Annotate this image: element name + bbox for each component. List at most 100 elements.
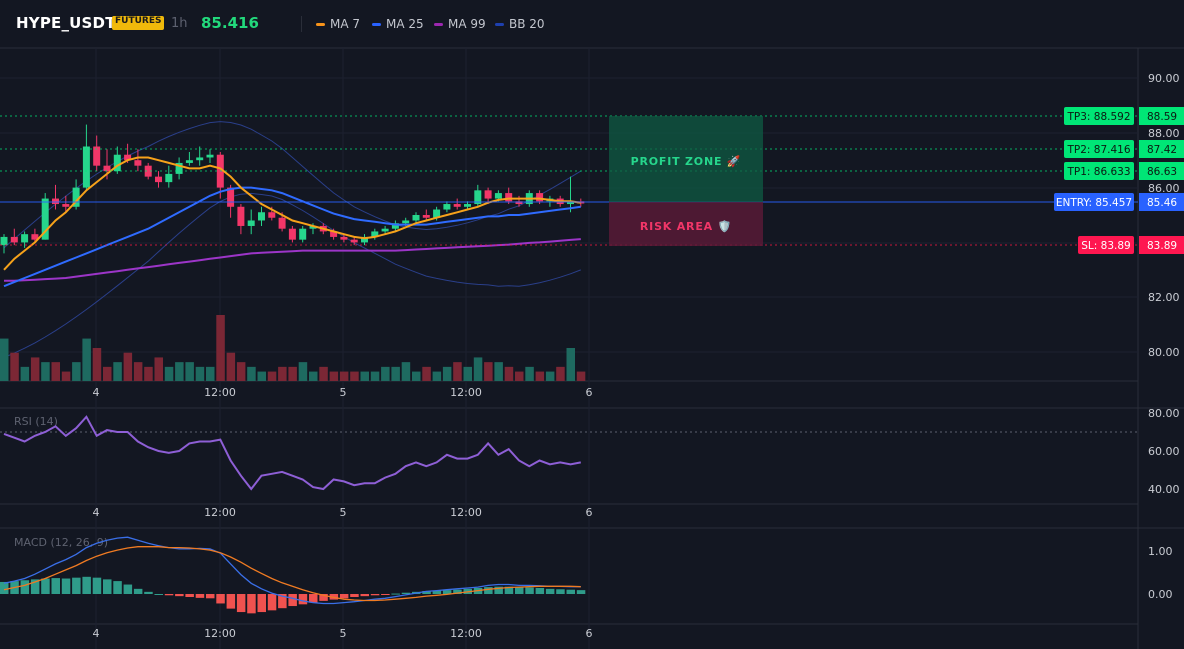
macd-histogram-bar xyxy=(41,578,50,594)
level-tag-label: TP2: 87.416 xyxy=(1066,144,1130,156)
macd-histogram-bar xyxy=(113,581,122,594)
price-tag-value: 87.42 xyxy=(1147,144,1177,156)
macd-histogram-bar xyxy=(453,589,462,594)
volume-bar xyxy=(391,366,400,381)
level-tag-label: ENTRY: 85.457 xyxy=(1056,197,1132,209)
macd-histogram-bar xyxy=(51,578,60,594)
macd-histogram-bar xyxy=(175,594,184,597)
macd-histogram-bar xyxy=(236,594,246,613)
candle-body xyxy=(464,204,471,207)
time-tick-label: 4 xyxy=(93,386,100,399)
volume-bar xyxy=(10,352,19,381)
macd-title: MACD (12, 26, 9) xyxy=(14,536,108,549)
symbol-name[interactable]: HYPE_USDT xyxy=(16,14,116,32)
time-tick-label: 4 xyxy=(93,506,100,519)
candle-body xyxy=(144,165,152,177)
candle-body xyxy=(82,146,90,188)
time-tick-label: 12:00 xyxy=(204,386,236,399)
macd-histogram-bar xyxy=(195,594,205,598)
candle-body xyxy=(185,160,193,163)
macd-histogram-bar xyxy=(432,590,442,594)
rsi-tick-label: 60.00 xyxy=(1148,445,1180,458)
volume-bar xyxy=(51,362,60,381)
price-tag-box xyxy=(1139,236,1184,254)
time-tick-label: 12:00 xyxy=(450,506,482,519)
candle-body xyxy=(299,228,307,240)
volume-bar xyxy=(92,348,102,381)
volume-bar xyxy=(133,362,143,381)
volume-bar xyxy=(236,362,246,381)
candle-body xyxy=(52,198,59,205)
macd-histogram-bar xyxy=(247,594,256,614)
chart-header: HYPE_USDT FUTURES 1h 85.416 MA 7 MA 25 M… xyxy=(0,0,1184,48)
rsi-line xyxy=(3,415,581,491)
macd-histogram-bar xyxy=(144,591,153,594)
price-tag-value: 85.46 xyxy=(1147,197,1177,209)
candle-body xyxy=(21,234,29,243)
volume-bar xyxy=(494,362,503,381)
legend-ma7[interactable]: MA 7 xyxy=(316,16,360,32)
price-tag-value: 86.63 xyxy=(1147,166,1177,178)
volume-bar xyxy=(576,371,586,381)
volume-bar xyxy=(329,371,339,381)
volume-bar xyxy=(484,362,493,381)
volume-bar xyxy=(41,362,50,381)
macd-tick-label: 1.00 xyxy=(1148,545,1173,558)
candle-body xyxy=(288,228,296,240)
candle-body xyxy=(494,193,502,199)
candle-body xyxy=(391,223,399,229)
candle-body xyxy=(412,215,420,221)
macd-histogram-bar xyxy=(442,590,452,594)
volume-bar xyxy=(20,366,30,381)
volume-bar xyxy=(82,338,91,381)
macd-histogram-bar xyxy=(370,594,380,596)
legend-bb20[interactable]: BB 20 xyxy=(495,16,545,32)
candle-body xyxy=(474,190,482,205)
macd-histogram-bar xyxy=(278,594,287,609)
legend-swatch-icon xyxy=(495,22,504,26)
candle-body xyxy=(0,236,8,246)
level-tag-box xyxy=(1064,140,1134,158)
macd-histogram-bar xyxy=(61,578,71,594)
macd-histogram-bar xyxy=(576,590,586,594)
bb-lower-line xyxy=(3,192,581,358)
macd-histogram-bar xyxy=(504,586,514,594)
candle-body xyxy=(62,204,70,207)
time-tick-label: 12:00 xyxy=(204,506,236,519)
legend-ma25[interactable]: MA 25 xyxy=(372,16,424,32)
interval-label[interactable]: 1h xyxy=(171,16,188,31)
volume-bar xyxy=(350,371,359,381)
candle-body xyxy=(227,187,235,207)
macd-histogram-bar xyxy=(556,589,565,594)
risk-area-label: RISK AREA 🛡️ xyxy=(640,220,732,233)
candle-body xyxy=(155,176,162,183)
volume-bar xyxy=(339,371,349,381)
candle-body xyxy=(371,231,379,237)
volume-bar xyxy=(556,366,565,381)
level-tag-box xyxy=(1064,162,1134,180)
candle-body xyxy=(134,160,142,166)
macd-histogram-bar xyxy=(216,594,225,604)
time-tick-label: 12:00 xyxy=(204,627,236,640)
volume-bar xyxy=(61,371,71,381)
legend-ma99[interactable]: MA 99 xyxy=(434,16,486,32)
macd-histogram-bar xyxy=(566,589,575,594)
time-tick-label: 4 xyxy=(93,627,100,640)
legend-label: MA 99 xyxy=(448,17,486,31)
volume-bar xyxy=(566,348,575,381)
legend-label: MA 25 xyxy=(386,17,424,31)
candle-body xyxy=(309,225,317,229)
volume-bar xyxy=(515,371,524,381)
candle-body xyxy=(72,187,80,207)
macd-histogram-bar xyxy=(298,594,308,605)
volume-bar xyxy=(278,366,287,381)
macd-histogram-bar xyxy=(545,588,555,594)
legend-swatch-icon xyxy=(434,22,443,26)
candle-body xyxy=(237,206,245,226)
ma7-line xyxy=(3,156,581,271)
volume-bar xyxy=(473,357,483,381)
risk-area xyxy=(609,202,763,246)
candle-body xyxy=(175,162,183,174)
candle-body xyxy=(206,154,214,158)
